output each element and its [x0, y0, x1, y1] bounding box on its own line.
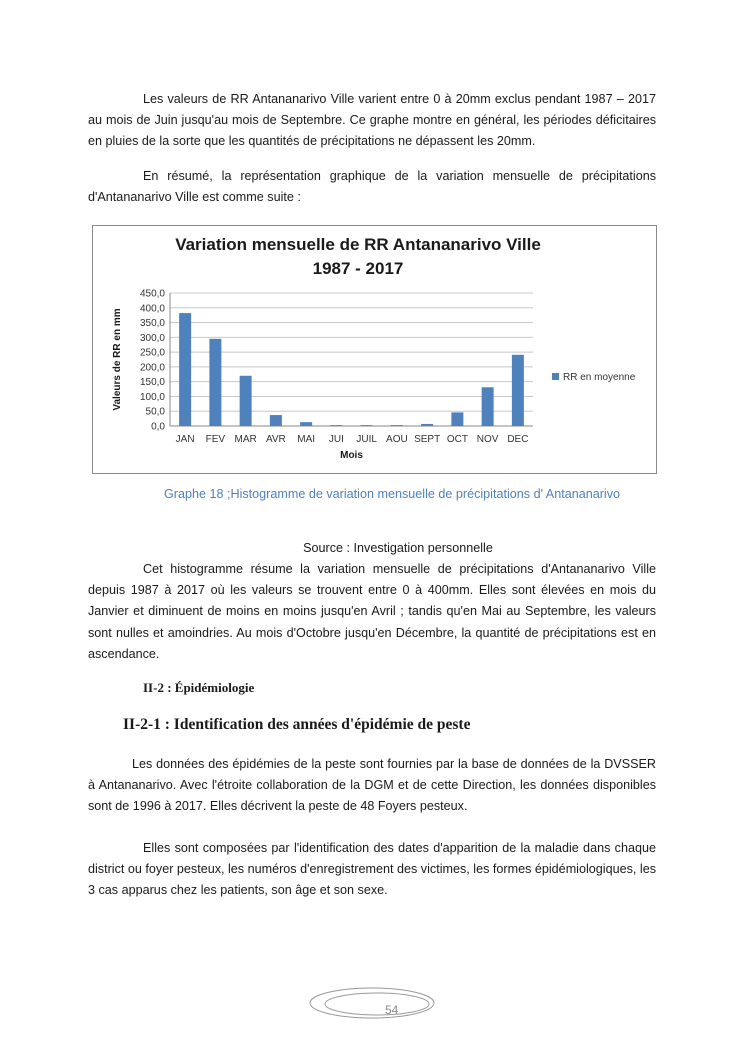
paragraph-composition: Elles sont composées par l'identificatio… — [88, 841, 656, 898]
paragraph-rr-values: Les valeurs de RR Antananarivo Ville var… — [88, 92, 656, 149]
y-tick-label: 250,0 — [140, 348, 165, 359]
bar-jui — [330, 425, 343, 426]
x-tick-label: MAR — [235, 434, 257, 445]
bar-chart: Variation mensuelle de RR Antananarivo V… — [112, 235, 636, 461]
y-tick-label: 350,0 — [140, 318, 165, 329]
bar-avr — [269, 415, 282, 426]
bar-mai — [300, 422, 313, 426]
x-tick-label: DEC — [507, 434, 528, 445]
x-tick-label: SEPT — [414, 434, 440, 445]
x-tick-label: JAN — [176, 434, 195, 445]
bar-sept — [421, 423, 434, 426]
bar-dec — [511, 354, 524, 426]
bar-fev — [209, 338, 222, 426]
y-tick-label: 450,0 — [140, 289, 165, 300]
subsection-heading: II-2-1 : Identification des années d'épi… — [123, 716, 471, 733]
bar-juil — [360, 425, 373, 426]
bar-aou — [390, 425, 403, 426]
section-heading: II-2 : Épidémiologie — [143, 680, 255, 695]
x-tick-label: FEV — [206, 434, 226, 445]
source-line: Source : Investigation personnelle — [303, 541, 493, 555]
bar-mar — [239, 375, 252, 426]
x-tick-label: AOU — [386, 434, 408, 445]
y-tick-label: 400,0 — [140, 303, 165, 314]
x-tick-label: JUIL — [356, 434, 377, 445]
y-tick-label: 300,0 — [140, 333, 165, 344]
x-axis-label: Mois — [340, 450, 363, 461]
y-tick-label: 150,0 — [140, 377, 165, 388]
paragraph-summary: En résumé, la représentation graphique d… — [88, 169, 656, 205]
y-tick-label: 0,0 — [151, 422, 165, 433]
bar-oct — [451, 412, 464, 426]
chart-subtitle: 1987 - 2017 — [313, 259, 404, 278]
y-tick-label: 200,0 — [140, 362, 165, 373]
x-tick-label: NOV — [477, 434, 499, 445]
x-tick-label: JUI — [329, 434, 344, 445]
x-tick-label: AVR — [266, 434, 286, 445]
bar-jan — [179, 313, 192, 426]
legend-label: RR en moyenne — [563, 372, 636, 383]
legend-swatch — [552, 373, 559, 380]
figure-caption: Graphe 18 ;Histogramme de variation mens… — [163, 487, 621, 501]
paragraph-histogram: Cet histogramme résume la variation mens… — [88, 562, 656, 661]
x-tick-label: OCT — [447, 434, 468, 445]
paragraph-data-source: Les données des épidémies de la peste so… — [88, 757, 656, 814]
bar-nov — [481, 387, 494, 426]
x-tick-label: MAI — [297, 434, 315, 445]
y-tick-label: 100,0 — [140, 392, 165, 403]
page-number: 54 — [385, 1003, 399, 1017]
page-number-ornament — [309, 987, 435, 1019]
chart-title: Variation mensuelle de RR Antananarivo V… — [175, 235, 541, 254]
y-tick-label: 50,0 — [146, 407, 166, 418]
y-axis-label: Valeurs de RR en mm — [112, 308, 123, 410]
chart-frame: Variation mensuelle de RR Antananarivo V… — [92, 225, 657, 474]
